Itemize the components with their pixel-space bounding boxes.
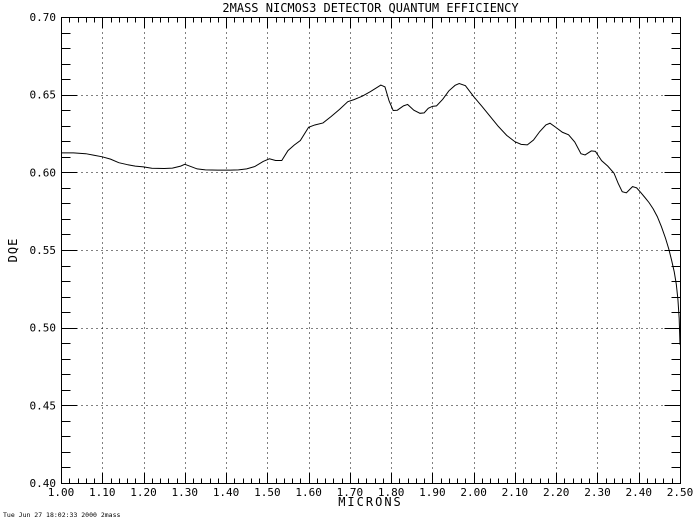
x-tick-label: 2.20 [543,486,570,499]
timestamp: Tue Jun 27 18:02:33 2000 2mass [3,511,121,519]
x-tick-label: 1.90 [419,486,446,499]
x-tick-label: 2.10 [502,486,529,499]
x-tick-label: 2.50 [667,486,694,499]
y-tick-label: 0.60 [30,166,57,179]
x-tick-label: 1.80 [378,486,405,499]
y-tick-label: 0.70 [30,11,57,24]
y-axis-label: DQE [6,237,20,263]
plot-frame [61,17,681,484]
x-tick-label: 1.70 [337,486,364,499]
x-tick-label: 1.60 [295,486,322,499]
y-tick-label: 0.45 [30,399,57,412]
x-tick-label: 2.40 [625,486,652,499]
x-tick-label: 1.20 [130,486,157,499]
x-tick-label: 2.30 [584,486,611,499]
x-tick-label: 1.40 [213,486,240,499]
x-tick-label: 1.00 [48,486,75,499]
x-tick-label: 1.30 [172,486,199,499]
x-axis-label: MICRONS [338,495,403,509]
x-tick-label: 2.00 [460,486,487,499]
y-tick-label: 0.65 [30,89,57,102]
y-tick-label: 0.40 [30,477,57,490]
x-tick-label: 1.50 [254,486,281,499]
chart-title: 2MASS NICMOS3 DETECTOR QUANTUM EFFICIENC… [222,1,519,15]
y-tick-label: 0.55 [30,244,57,257]
data-curve [61,82,681,345]
y-tick-label: 0.50 [30,322,57,335]
x-tick-label: 1.10 [89,486,116,499]
